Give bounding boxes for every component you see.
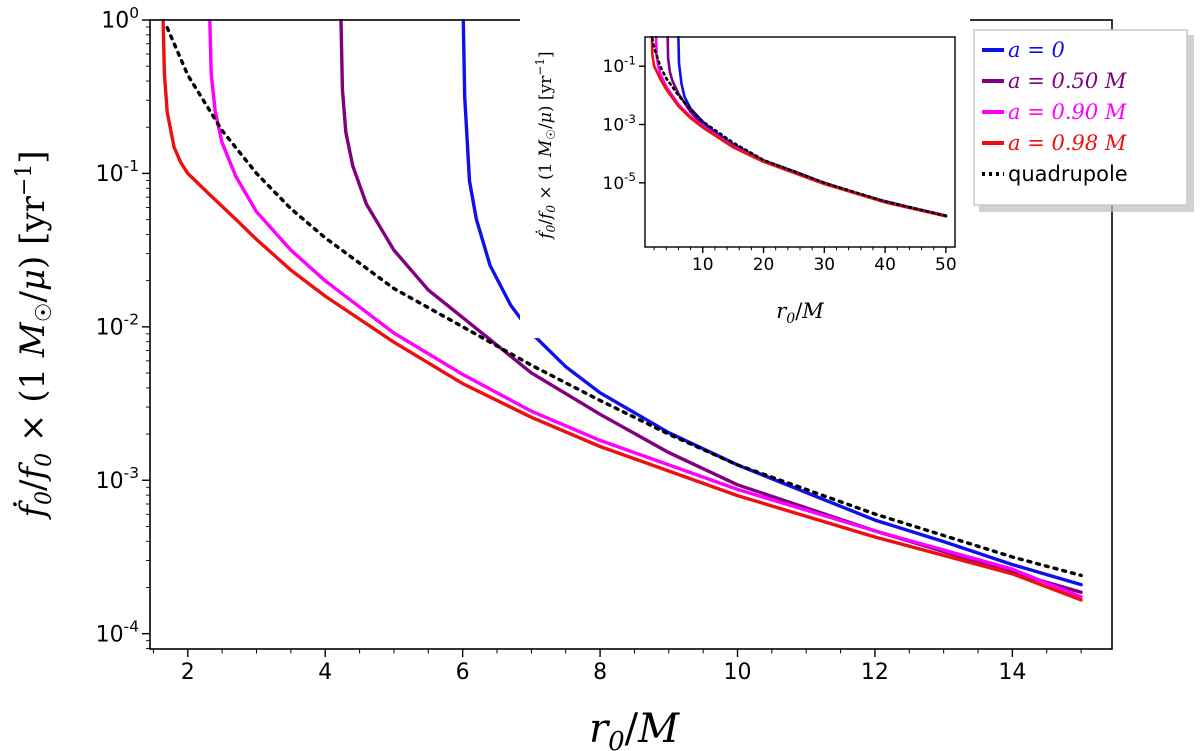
main-x-axis-title: r0/M [589, 706, 680, 751]
main-y-tick-label: 10-4 [96, 617, 139, 647]
legend-entry: quadrupole [982, 162, 1128, 186]
inset-y-tick-label: 10-1 [603, 53, 637, 77]
inset-y-axis-title: ḟ0/f0 × (1 M☉/μ) [yr−1] [533, 51, 558, 240]
main-x-tick-label: 2 [181, 660, 195, 685]
inset-x-tick-label: 20 [753, 255, 775, 275]
legend-box [973, 29, 1188, 206]
main-series-line-2 [208, 19, 1083, 599]
legend-label: quadrupole [1008, 162, 1128, 186]
legend-entry: a = 0 [982, 38, 1065, 62]
main-y-axis-title: ḟ0/f0 × (1 M☉/μ) [yr−1] [12, 150, 57, 520]
inset-x-tick-label: 50 [935, 255, 957, 275]
legend-label: a = 0 [1008, 38, 1065, 62]
inset-x-tick-label: 30 [813, 255, 835, 275]
inset-y-tick-label: 10-5 [603, 170, 637, 194]
legend-label: a = 0.90 M [1008, 100, 1127, 124]
inset-y-tick-label: 10-3 [603, 112, 637, 136]
legend-label: a = 0.50 M [1008, 69, 1127, 93]
inset-x-axis: 10 20 30 40 50 [653, 247, 957, 275]
svg-text:ḟ0/f0 × (1 M☉/μ) [yr−1]: ḟ0/f0 × (1 M☉/μ) [yr−1] [533, 51, 558, 240]
main-series-line-0 [461, 19, 1083, 587]
inset-plot: 10 20 30 40 50 10-5 10-3 10-1 r0/M ḟ0/f0 × (1 … [520, 8, 970, 338]
inset-x-tick-label: 40 [874, 255, 896, 275]
main-plot: 2 4 6 8 10 12 14 10-4 10-3 10-2 10-1 100 r0/M ḟ0/f… [12, 4, 1113, 751]
inset-series-group [650, 36, 948, 218]
inset-y-axis: 10-5 10-3 10-1 [603, 53, 645, 194]
main-series-line-3 [161, 19, 1083, 602]
main-y-tick-label: 10-1 [96, 157, 139, 187]
legend-entry: a = 0.90 M [982, 100, 1127, 124]
inset-x-tick-label: 10 [692, 255, 714, 275]
main-x-tick-label: 12 [861, 660, 889, 685]
main-x-tick-label: 10 [724, 660, 752, 685]
legend-label: a = 0.98 M [1008, 131, 1127, 155]
main-y-tick-label: 10-2 [96, 311, 139, 341]
main-x-tick-label: 6 [456, 660, 470, 685]
main-x-tick-label: 4 [318, 660, 332, 685]
legend-entry: a = 0.98 M [982, 131, 1127, 155]
legend: a = 0 a = 0.50 M a = 0.90 M a = 0.98 M quadr… [973, 29, 1194, 212]
main-series-group [161, 19, 1083, 602]
inset-x-axis-title: r0/M [776, 299, 824, 327]
main-y-tick-label: 10-3 [96, 464, 139, 494]
main-y-axis: 10-4 10-3 10-2 10-1 100 [96, 4, 150, 649]
main-x-tick-label: 8 [593, 660, 607, 685]
inset-series-line-4 [651, 37, 948, 218]
svg-text:ḟ0/f0 × (1 M☉/μ) [yr−1]: ḟ0/f0 × (1 M☉/μ) [yr−1] [12, 150, 57, 520]
legend-entry: a = 0.50 M [982, 69, 1127, 93]
main-y-tick-label: 100 [101, 4, 139, 34]
main-x-tick-label: 14 [998, 660, 1026, 685]
main-x-axis: 2 4 6 8 10 12 14 [152, 649, 1082, 685]
main-series-line-4 [165, 26, 1083, 578]
